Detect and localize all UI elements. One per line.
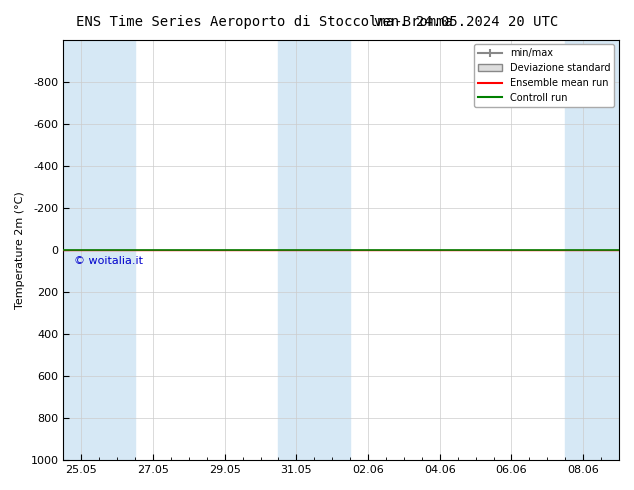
Y-axis label: Temperature 2m (°C): Temperature 2m (°C) [15, 191, 25, 309]
Legend: min/max, Deviazione standard, Ensemble mean run, Controll run: min/max, Deviazione standard, Ensemble m… [474, 45, 614, 107]
Text: ENS Time Series Aeroporto di Stoccolma-Bromma: ENS Time Series Aeroporto di Stoccolma-B… [76, 15, 453, 29]
Text: © woitalia.it: © woitalia.it [74, 256, 143, 266]
Text: ven. 24.05.2024 20 UTC: ven. 24.05.2024 20 UTC [373, 15, 558, 29]
Bar [63, 40, 135, 460]
Bar [566, 40, 619, 460]
Bar [278, 40, 350, 460]
